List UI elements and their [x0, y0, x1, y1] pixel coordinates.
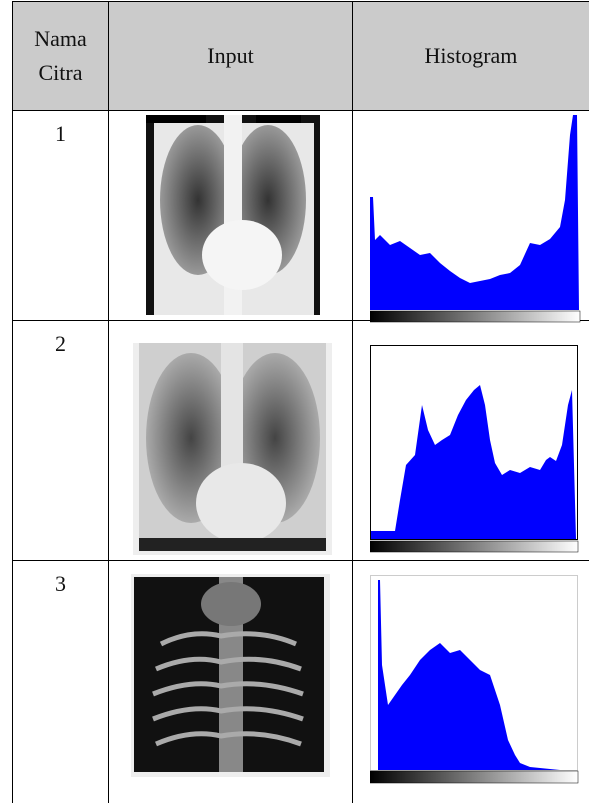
- abdomen: [139, 538, 326, 551]
- xray-image: [131, 574, 330, 777]
- row-number: 1: [12, 111, 108, 320]
- rule: [12, 320, 589, 321]
- rule: [12, 560, 589, 561]
- histogram-bars: [370, 115, 579, 310]
- cell: [108, 321, 352, 560]
- xray-image: [146, 115, 320, 315]
- marker: [256, 115, 301, 123]
- histogram-image: [370, 575, 579, 784]
- rule: [12, 1, 589, 2]
- gray-bar: [370, 310, 581, 323]
- xray-image: [133, 343, 332, 555]
- histogram-image: [370, 345, 579, 553]
- cell: [352, 561, 589, 803]
- cell: [108, 111, 352, 320]
- header-cell: Nama Citra: [12, 2, 108, 110]
- rule: [12, 110, 589, 111]
- header-cell: Histogram: [352, 2, 589, 110]
- neck: [201, 582, 261, 626]
- header-cell: Input: [108, 2, 352, 110]
- cell: [108, 561, 352, 803]
- histogram-bars: [378, 580, 560, 770]
- row-number: 2: [12, 321, 108, 560]
- gray-bar: [370, 770, 579, 784]
- heart: [202, 220, 282, 290]
- ribs: [152, 631, 304, 747]
- marker: [146, 115, 206, 123]
- histogram-bars: [371, 385, 576, 539]
- histogram-image: [370, 115, 581, 323]
- heart: [196, 463, 286, 543]
- cell: [352, 111, 589, 320]
- row-number: 3: [12, 561, 108, 803]
- gray-bar: [370, 540, 579, 553]
- cell: [352, 321, 589, 560]
